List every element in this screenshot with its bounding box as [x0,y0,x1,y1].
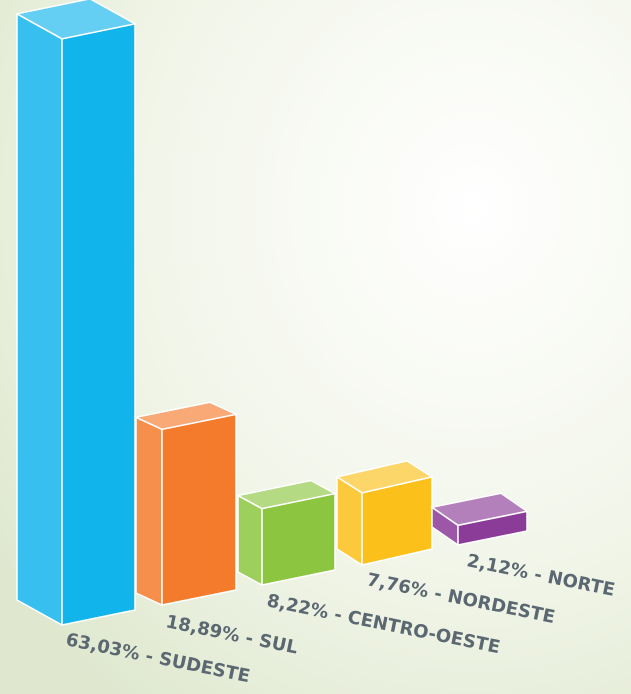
bar-right-face [261,492,336,586]
bar-top-face [133,401,239,431]
bar-left-face [16,12,63,627]
bar-top-face [14,0,138,40]
bar-left-face [135,416,163,607]
bar-right-face [161,413,237,606]
bar-top-face [335,460,434,494]
bar-top-face [430,492,529,527]
bar-top-face [235,479,338,510]
bar-left-face [237,494,263,587]
bar-right-face [61,22,136,626]
